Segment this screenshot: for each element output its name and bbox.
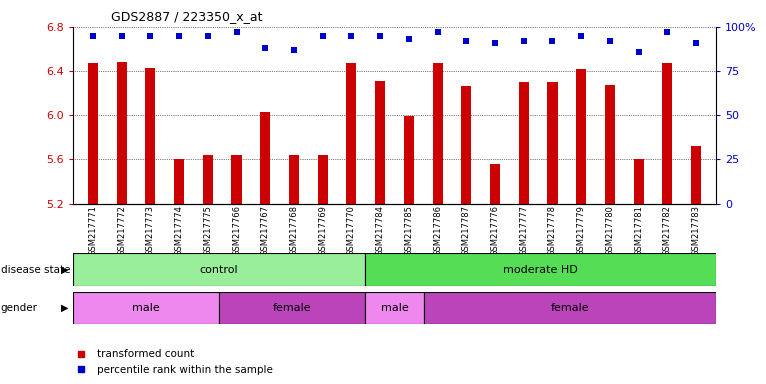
Point — [201, 33, 214, 39]
Bar — [433, 63, 443, 204]
Point — [489, 40, 501, 46]
Point — [173, 33, 185, 39]
Bar — [231, 155, 241, 204]
Bar — [260, 112, 270, 204]
Bar — [346, 63, 356, 204]
Bar — [365, 253, 716, 286]
Text: female: female — [551, 303, 589, 313]
Text: male: male — [132, 303, 160, 313]
Point — [374, 33, 386, 39]
Point — [259, 45, 271, 51]
Point — [546, 38, 558, 44]
Text: ▶: ▶ — [61, 265, 69, 275]
Bar — [146, 68, 155, 204]
Bar — [424, 292, 716, 324]
Point — [116, 33, 128, 39]
Bar — [116, 62, 126, 204]
Point — [518, 38, 530, 44]
Bar — [174, 159, 184, 204]
Bar — [318, 155, 328, 204]
Point — [460, 38, 473, 44]
Text: control: control — [200, 265, 238, 275]
Point — [316, 33, 329, 39]
Bar — [219, 292, 365, 324]
Point — [144, 33, 156, 39]
Text: male: male — [381, 303, 408, 313]
Bar — [73, 253, 365, 286]
Bar — [490, 164, 500, 204]
Point — [575, 33, 588, 39]
Point — [87, 33, 99, 39]
Text: GDS2887 / 223350_x_at: GDS2887 / 223350_x_at — [111, 10, 263, 23]
Bar — [88, 63, 98, 204]
Bar — [663, 63, 673, 204]
Bar — [691, 146, 701, 204]
Bar — [461, 86, 471, 204]
Text: female: female — [273, 303, 312, 313]
Bar — [576, 69, 586, 204]
Point — [231, 29, 243, 35]
Point — [288, 47, 300, 53]
Bar — [365, 292, 424, 324]
Point — [604, 38, 616, 44]
Bar — [203, 155, 213, 204]
Text: ▶: ▶ — [61, 303, 69, 313]
Bar — [404, 116, 414, 204]
Point — [633, 48, 645, 55]
Text: moderate HD: moderate HD — [503, 265, 578, 275]
Point — [403, 36, 415, 42]
Bar — [633, 159, 643, 204]
Bar — [548, 82, 558, 204]
Text: disease state: disease state — [1, 265, 70, 275]
Point — [690, 40, 702, 46]
Bar — [519, 82, 529, 204]
Point — [431, 29, 444, 35]
Bar — [375, 81, 385, 204]
Point — [661, 29, 673, 35]
Bar — [605, 85, 615, 204]
Bar — [289, 155, 299, 204]
Point — [345, 33, 358, 39]
Bar — [73, 292, 219, 324]
Text: gender: gender — [1, 303, 38, 313]
Legend: transformed count, percentile rank within the sample: transformed count, percentile rank withi… — [67, 345, 277, 379]
